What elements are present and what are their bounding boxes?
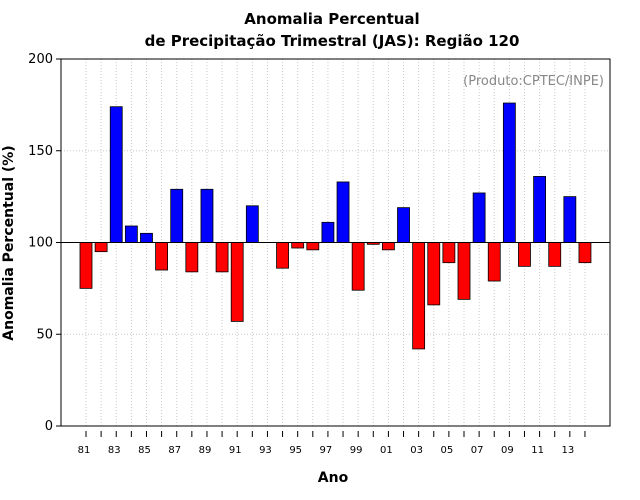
x-tick-label: 11 — [531, 445, 544, 456]
bar-2012 — [548, 242, 562, 267]
y-axis: 0 50 100 150 200 — [28, 52, 61, 434]
bar-2008 — [487, 242, 501, 282]
bar-1992 — [245, 205, 259, 243]
bar-2009 — [502, 102, 516, 243]
credit-text: (Produto:CPTEC/INPE) — [463, 74, 604, 89]
bar-1998 — [336, 181, 350, 243]
bar-2005 — [442, 242, 456, 264]
bar-1989 — [200, 188, 214, 243]
bar-1986 — [155, 242, 169, 271]
x-axis: 81 83 85 87 89 91 93 95 97 99 01 03 05 07 09 11 13 — [78, 431, 586, 456]
x-tick-label: 99 — [350, 445, 363, 456]
bar-1984 — [124, 225, 138, 243]
x-axis-label: Ano — [318, 470, 349, 486]
bar-1994 — [276, 242, 289, 269]
x-tick-label: 07 — [471, 445, 484, 456]
bars — [79, 102, 592, 350]
bar-2006 — [457, 242, 471, 300]
bar-1988 — [185, 242, 199, 273]
y-tick-label: 50 — [36, 327, 53, 342]
chart-title-line-2: de Precipitação Trimestral (JAS): Região… — [145, 32, 520, 50]
bar-2003 — [412, 242, 426, 350]
bar-2010 — [518, 242, 531, 267]
bar-1991 — [230, 242, 244, 322]
x-tick-label: 81 — [78, 445, 91, 456]
bar-1995 — [291, 242, 305, 249]
bar-1983 — [109, 106, 123, 243]
x-tick-label: 83 — [108, 445, 121, 456]
bar-2002 — [397, 207, 410, 243]
x-tick-label: 85 — [138, 445, 151, 456]
x-tick-label: 13 — [561, 445, 574, 456]
bar-1990 — [215, 242, 229, 273]
bar-1982 — [94, 242, 108, 253]
y-axis-label: Anomalia Percentual (%) — [1, 145, 17, 340]
bar-1996 — [306, 242, 320, 251]
x-tick-label: 97 — [320, 445, 333, 456]
x-tick-label: 89 — [199, 445, 212, 456]
x-tick-label: 93 — [259, 445, 272, 456]
bar-1997 — [321, 221, 335, 243]
x-tick-label: 95 — [289, 445, 302, 456]
bar-1987 — [170, 188, 184, 243]
chart-title-line-1: Anomalia Percentual — [244, 10, 419, 28]
bar-1985 — [140, 232, 153, 243]
bar-2007 — [472, 192, 486, 243]
x-tick-label: 01 — [380, 445, 393, 456]
bar-1999 — [351, 242, 365, 291]
x-tick-label: 87 — [168, 445, 181, 456]
bar-1981 — [79, 242, 93, 289]
x-tick-label: 05 — [441, 445, 454, 456]
bar-2013 — [563, 196, 577, 243]
x-tick-label: 91 — [229, 445, 242, 456]
y-tick-label: 150 — [28, 144, 53, 159]
x-tick-label: 03 — [410, 445, 423, 456]
bar-2011 — [533, 176, 546, 243]
bar-2014 — [578, 242, 592, 264]
y-tick-label: 200 — [28, 52, 53, 67]
bar-2004 — [427, 242, 441, 306]
bar-2001 — [381, 242, 395, 251]
y-tick-label: 0 — [45, 419, 53, 434]
y-tick-label: 100 — [28, 236, 53, 251]
x-tick-label: 09 — [501, 445, 514, 456]
